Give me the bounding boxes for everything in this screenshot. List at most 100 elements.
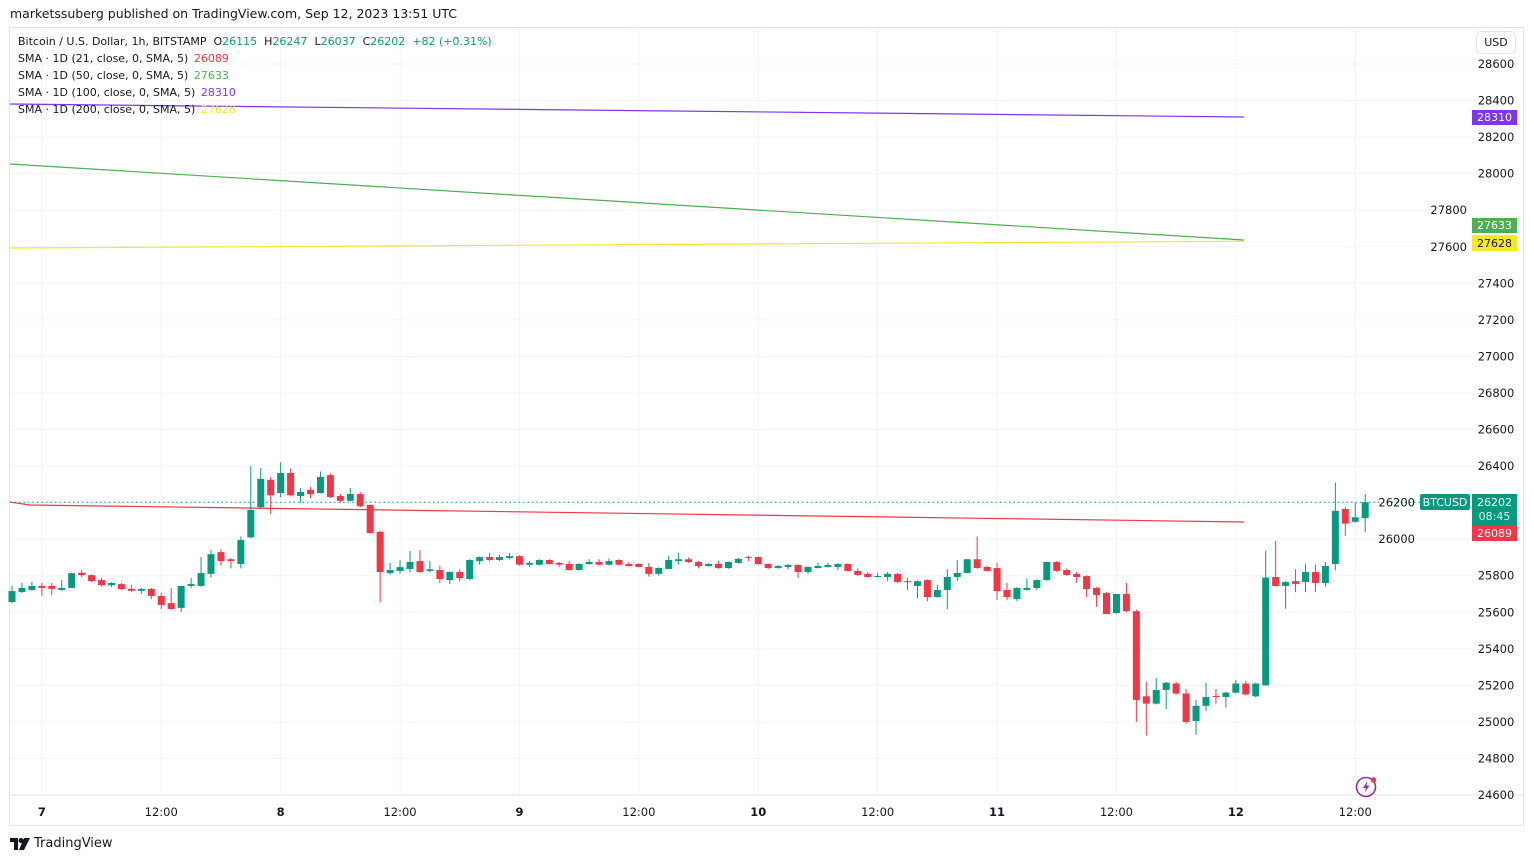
candle[interactable]	[38, 583, 46, 596]
candle[interactable]	[615, 559, 623, 566]
candle[interactable]	[1013, 587, 1021, 602]
candle[interactable]	[1202, 682, 1210, 711]
candle[interactable]	[137, 587, 145, 594]
candle[interactable]	[854, 568, 862, 576]
candle[interactable]	[1083, 575, 1091, 598]
candle[interactable]	[1172, 681, 1180, 695]
candle[interactable]	[1341, 507, 1349, 536]
candle[interactable]	[1003, 583, 1011, 601]
candle[interactable]	[1033, 579, 1041, 591]
candle[interactable]	[207, 550, 215, 578]
candle[interactable]	[1162, 682, 1170, 710]
candle[interactable]	[1282, 581, 1290, 609]
candle[interactable]	[645, 562, 653, 577]
candle[interactable]	[585, 559, 593, 565]
candle[interactable]	[1252, 682, 1260, 698]
candle[interactable]	[1311, 564, 1319, 593]
candle[interactable]	[754, 556, 762, 566]
candle[interactable]	[366, 504, 374, 534]
candle[interactable]	[1122, 583, 1130, 613]
candle[interactable]	[705, 563, 712, 567]
candle[interactable]	[1212, 689, 1220, 704]
candle[interactable]	[117, 583, 125, 590]
candle[interactable]	[436, 565, 444, 584]
candle[interactable]	[675, 552, 683, 565]
candle[interactable]	[1112, 593, 1120, 614]
candle[interactable]	[496, 554, 504, 562]
candle[interactable]	[506, 552, 513, 560]
candle[interactable]	[1242, 680, 1250, 696]
candle[interactable]	[287, 468, 295, 497]
candle[interactable]	[1321, 561, 1329, 587]
candle[interactable]	[446, 571, 454, 584]
candle[interactable]	[217, 549, 225, 566]
candle[interactable]	[824, 562, 832, 568]
candle[interactable]	[147, 587, 155, 600]
candle[interactable]	[695, 561, 703, 569]
candle[interactable]	[396, 559, 404, 574]
candle[interactable]	[108, 582, 115, 588]
candle[interactable]	[1073, 572, 1081, 584]
candle[interactable]	[605, 558, 613, 566]
candle[interactable]	[98, 578, 106, 587]
candle[interactable]	[247, 466, 255, 539]
candle[interactable]	[1152, 678, 1160, 705]
candle[interactable]	[1272, 540, 1280, 587]
candle[interactable]	[406, 551, 414, 573]
candle[interactable]	[535, 559, 543, 566]
candle[interactable]	[555, 561, 563, 567]
legend-sma-50[interactable]: SMA · 1D (50, close, 0, SMA, 5) 27633	[18, 69, 229, 82]
candle[interactable]	[227, 558, 235, 569]
tradingview-footer[interactable]: TradingView	[10, 836, 113, 851]
candle[interactable]	[297, 487, 305, 503]
currency-button[interactable]: USD	[1476, 31, 1516, 54]
candle[interactable]	[1351, 502, 1359, 523]
candle[interactable]	[1043, 561, 1051, 581]
candle[interactable]	[774, 565, 782, 569]
candle[interactable]	[1361, 494, 1369, 533]
candle[interactable]	[565, 561, 573, 571]
candle[interactable]	[78, 570, 86, 577]
candle[interactable]	[237, 536, 245, 569]
candle[interactable]	[386, 562, 394, 575]
candle[interactable]	[525, 561, 533, 567]
candle[interactable]	[993, 562, 1001, 600]
candle[interactable]	[1192, 699, 1200, 735]
candle[interactable]	[933, 584, 941, 598]
candle[interactable]	[734, 558, 742, 564]
candle[interactable]	[456, 569, 464, 582]
candle[interactable]	[894, 572, 902, 584]
candle[interactable]	[1302, 563, 1309, 593]
candle[interactable]	[794, 564, 802, 579]
candle[interactable]	[316, 471, 324, 494]
candle[interactable]	[157, 593, 165, 609]
candle[interactable]	[1142, 681, 1150, 736]
candle[interactable]	[257, 467, 265, 509]
candle[interactable]	[1232, 679, 1240, 694]
candle[interactable]	[1222, 691, 1230, 708]
candle[interactable]	[904, 577, 911, 591]
candle[interactable]	[68, 573, 76, 588]
candle[interactable]	[18, 582, 26, 594]
candle[interactable]	[197, 557, 205, 587]
candle[interactable]	[724, 561, 732, 569]
candle[interactable]	[953, 560, 961, 582]
candle[interactable]	[476, 556, 484, 565]
candle[interactable]	[127, 584, 135, 592]
candle[interactable]	[973, 536, 981, 569]
candle[interactable]	[923, 579, 931, 602]
candle[interactable]	[874, 572, 882, 578]
candle[interactable]	[48, 583, 56, 595]
candle[interactable]	[267, 477, 275, 515]
candle[interactable]	[1292, 569, 1300, 593]
lightning-icon[interactable]	[1355, 775, 1379, 799]
candle[interactable]	[336, 494, 344, 503]
candle[interactable]	[466, 559, 474, 581]
candle[interactable]	[665, 555, 673, 570]
candle[interactable]	[864, 572, 872, 578]
candle[interactable]	[714, 561, 722, 569]
candle[interactable]	[1063, 568, 1071, 576]
candle[interactable]	[167, 587, 175, 610]
legend-sma-21[interactable]: SMA · 1D (21, close, 0, SMA, 5) 26089	[18, 52, 229, 65]
